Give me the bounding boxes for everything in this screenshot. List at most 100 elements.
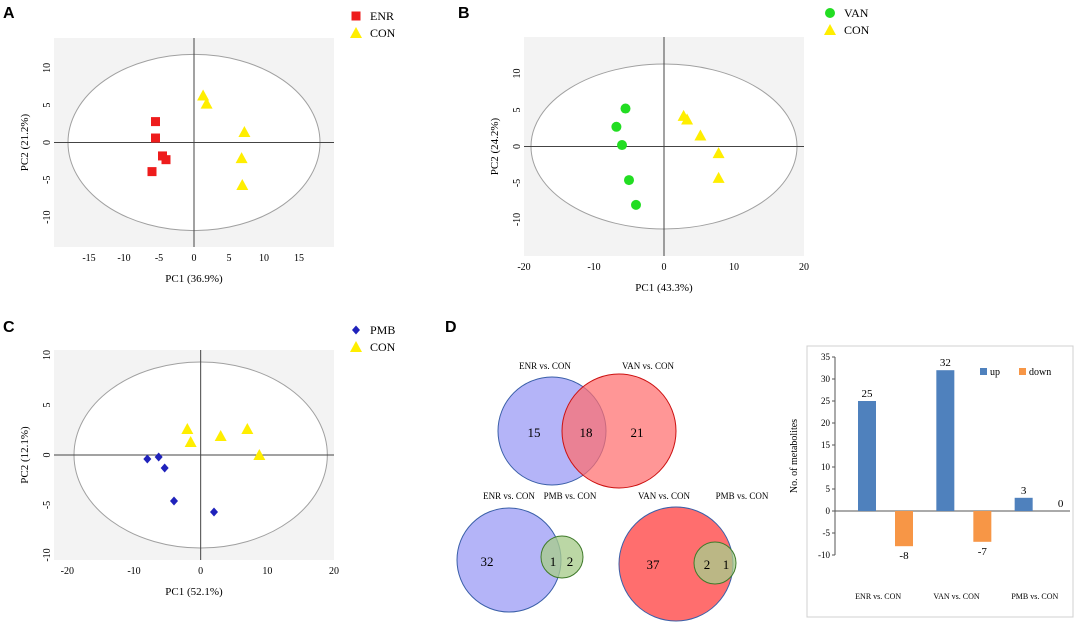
x-tick-label-c: 10 (262, 566, 272, 577)
legend-label-con: CON (370, 26, 396, 40)
x-category-label: VAN vs. CON (933, 592, 980, 601)
y-tick-label-a: 10 (42, 63, 53, 73)
venn-count-bottom-right-left-only: 37 (647, 557, 661, 572)
y-tick-label-c: 10 (42, 350, 53, 360)
data-point-con (184, 436, 197, 447)
x-tick-label-b: 10 (729, 262, 739, 273)
y-tick-label: 20 (821, 418, 831, 428)
venn-label-top-right: VAN vs. CON (622, 361, 675, 371)
y-tick-label-c: -5 (42, 501, 53, 509)
data-point-van (624, 175, 634, 186)
data-point-van (611, 121, 622, 132)
bar-value-label-up: 25 (862, 388, 874, 400)
bar-value-label-down: -7 (978, 546, 988, 558)
data-point-van (617, 140, 627, 151)
data-point-van (631, 199, 641, 210)
venn-count-bottom-left-right-only: 2 (567, 554, 574, 569)
x-category-label: ENR vs. CON (855, 592, 901, 601)
legend-label-pmb: PMB (370, 323, 395, 337)
venn-label-bottom-left-left: ENR vs. CON (483, 491, 535, 501)
y-axis-title-a: PC2 (21.2%) (19, 113, 31, 171)
panel-a-pca-plot: -15 -10 -5 0 5 10 15 -10 -5 0 5 10 PC1 (36.9%) PC2 (2… (19, 9, 396, 285)
venn-label-bottom-left-right: PMB vs. CON (544, 491, 597, 501)
x-tick-label-b: -20 (517, 262, 530, 273)
data-point-con (694, 129, 707, 141)
y-tick-label: -10 (818, 550, 830, 560)
x-tick-label-b: 0 (662, 262, 667, 273)
bar-value-label-up: 32 (940, 357, 951, 369)
x-tick-label-c: 0 (198, 566, 203, 577)
legend-label-down: down (1029, 367, 1051, 378)
venn-circle-bottom-right-right (693, 541, 737, 585)
y-tick-label-a: 0 (42, 140, 53, 145)
y-tick-label-b: 10 (512, 69, 523, 79)
data-point-pmb (160, 463, 169, 473)
legend-label-con: CON (370, 340, 396, 354)
panel-b-pca-plot: -20 -10 0 10 20 -10 -5 0 5 10 PC1 (43.3%) PC2 (24.2… (489, 6, 870, 294)
x-tick-label-a: -10 (117, 253, 130, 264)
venn-count-top-left-only: 15 (528, 425, 541, 440)
venn-count-top-right-only: 21 (631, 425, 644, 440)
venn-label-top-left: ENR vs. CON (519, 361, 571, 371)
x-tick-label-c: -10 (127, 566, 140, 577)
data-point-van (620, 103, 631, 114)
x-axis-title-c: PC1 (52.1%) (165, 586, 223, 598)
x-category-label: PMB vs. CON (1011, 592, 1058, 601)
x-tick-label-a: -15 (82, 253, 95, 264)
legend-swatch-up (980, 368, 987, 375)
venn-label-bottom-right-right: PMB vs. CON (716, 491, 769, 501)
x-tick-label-a: 10 (259, 253, 269, 264)
venn-count-bottom-right-shared: 2 (704, 557, 711, 572)
y-tick-label: -5 (823, 528, 831, 538)
bar-up (936, 370, 955, 511)
x-axis-title-b: PC1 (43.3%) (635, 282, 693, 294)
legend-marker-con (350, 341, 362, 352)
venn-circle-bottom-left-right (540, 535, 584, 579)
data-point-pmb (210, 507, 218, 517)
data-point-con (197, 89, 210, 101)
data-point-con (181, 423, 194, 434)
x-tick-label-a: -5 (155, 253, 163, 264)
x-tick-label-a: 0 (192, 253, 197, 264)
y-tick-label-a: -10 (42, 210, 53, 223)
x-tick-label-a: 15 (294, 253, 304, 264)
data-point-enr (147, 167, 157, 177)
data-point-enr (151, 117, 160, 127)
data-point-con (200, 97, 213, 109)
legend-label-van: VAN (844, 6, 869, 20)
y-tick-label-b: 0 (512, 144, 523, 149)
data-point-con (235, 152, 248, 164)
data-point-con (236, 179, 249, 191)
panel-label-b: B (458, 5, 470, 22)
venn-count-bottom-left-shared: 1 (550, 554, 557, 569)
data-point-pmb (154, 452, 163, 462)
data-point-con (712, 171, 725, 183)
y-tick-label-c: 0 (42, 453, 53, 458)
x-tick-label-c: 20 (329, 566, 339, 577)
data-point-con (241, 423, 254, 434)
y-tick-label-b: -5 (512, 179, 523, 187)
y-tick-label: 0 (826, 506, 831, 516)
y-tick-label: 35 (821, 352, 831, 362)
venn-count-top-shared: 18 (580, 425, 593, 440)
y-axis-title: No. of metabolites (789, 419, 800, 493)
y-tick-label: 25 (821, 396, 831, 406)
y-tick-label-a: 5 (42, 103, 53, 108)
legend-label-con: CON (844, 23, 870, 37)
legend-label-enr: ENR (370, 9, 394, 23)
panel-label-d: D (445, 319, 457, 336)
y-tick-label: 5 (826, 484, 831, 494)
data-point-enr (151, 133, 160, 143)
y-tick-label: 15 (821, 440, 831, 450)
legend-marker-con (350, 27, 362, 38)
legend-swatch-down (1019, 368, 1026, 375)
venn-count-bottom-left-left-only: 32 (481, 554, 494, 569)
y-tick-label-c: 5 (42, 403, 53, 408)
x-tick-label-c: -20 (61, 566, 74, 577)
panel-label-a: A (3, 5, 15, 22)
data-point-con (681, 113, 694, 125)
y-axis-title-b: PC2 (24.2%) (489, 117, 501, 175)
data-point-con (238, 126, 251, 138)
